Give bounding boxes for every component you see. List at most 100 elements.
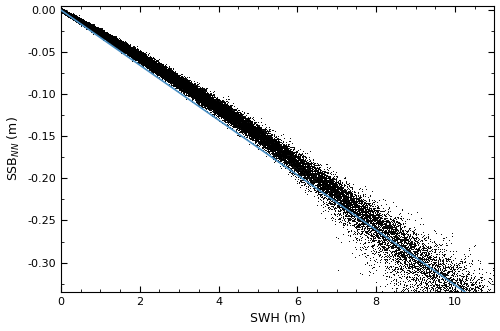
Point xyxy=(192,92,200,97)
Point xyxy=(110,37,118,42)
Point xyxy=(430,279,438,284)
Point xyxy=(72,16,80,21)
Point xyxy=(159,72,167,78)
Point xyxy=(323,179,331,185)
Point xyxy=(103,35,111,40)
Point xyxy=(146,59,154,64)
Point xyxy=(136,52,143,58)
Point xyxy=(60,11,68,16)
Point xyxy=(133,52,141,58)
Point xyxy=(210,97,218,102)
Point xyxy=(170,74,177,79)
Point xyxy=(406,268,414,273)
Point xyxy=(230,113,238,118)
Point xyxy=(178,77,186,83)
Point xyxy=(193,90,201,96)
Point xyxy=(62,11,70,16)
Point xyxy=(118,41,126,47)
Point xyxy=(116,42,124,47)
Point xyxy=(307,182,315,187)
Point xyxy=(103,33,111,38)
Point xyxy=(82,21,90,26)
Point xyxy=(108,38,116,44)
Point xyxy=(89,27,97,32)
Point xyxy=(468,289,476,295)
Point xyxy=(83,21,91,26)
Point xyxy=(314,171,322,176)
Point xyxy=(63,11,71,17)
Point xyxy=(196,91,203,97)
Point xyxy=(60,9,68,15)
Point xyxy=(157,67,165,72)
Point xyxy=(276,148,283,153)
Point xyxy=(108,40,116,45)
Point xyxy=(98,32,106,37)
Point xyxy=(83,23,91,28)
Point xyxy=(112,41,120,46)
Point xyxy=(99,29,107,35)
Point xyxy=(98,30,106,35)
Point xyxy=(430,283,438,288)
Point xyxy=(298,167,306,173)
Point xyxy=(58,7,66,12)
Point xyxy=(229,118,237,123)
Point xyxy=(146,67,154,72)
Point xyxy=(300,172,308,177)
Point xyxy=(96,30,104,35)
Point xyxy=(128,53,136,58)
Point xyxy=(120,42,128,48)
Point xyxy=(134,51,141,56)
Point xyxy=(62,10,70,16)
Point xyxy=(194,93,202,98)
Point xyxy=(64,11,72,16)
Point xyxy=(132,50,140,55)
Point xyxy=(122,45,130,50)
Point xyxy=(118,40,126,46)
Point xyxy=(252,134,260,139)
Point xyxy=(210,99,218,105)
Point xyxy=(120,42,128,48)
Point xyxy=(312,174,320,180)
Point xyxy=(130,48,138,53)
Point xyxy=(116,43,124,48)
Point xyxy=(110,36,118,41)
Point xyxy=(192,87,200,92)
Point xyxy=(212,105,220,110)
Point xyxy=(78,20,86,25)
Point xyxy=(70,15,78,20)
Point xyxy=(90,25,98,31)
Point xyxy=(92,31,100,36)
Point xyxy=(166,76,173,81)
Point xyxy=(341,205,349,210)
Point xyxy=(248,126,256,131)
Point xyxy=(113,39,121,44)
Point xyxy=(149,60,157,65)
Point xyxy=(128,52,136,57)
Point xyxy=(68,14,76,19)
Point xyxy=(83,23,91,28)
Point xyxy=(119,46,127,51)
Point xyxy=(309,177,317,182)
Point xyxy=(224,111,232,117)
Point xyxy=(201,102,209,108)
Point xyxy=(122,49,130,54)
Point xyxy=(60,9,68,14)
Point xyxy=(102,32,110,37)
Point xyxy=(192,88,200,93)
Point xyxy=(214,104,222,109)
Point xyxy=(151,64,159,69)
Point xyxy=(176,77,184,82)
Point xyxy=(84,23,92,28)
Point xyxy=(178,77,186,83)
Point xyxy=(84,24,92,29)
Point xyxy=(142,56,150,62)
Point xyxy=(228,119,235,124)
Point xyxy=(205,96,213,101)
Point xyxy=(326,200,334,206)
Point xyxy=(434,289,442,295)
Point xyxy=(205,93,213,98)
Point xyxy=(352,213,360,218)
Point xyxy=(58,8,66,14)
Point xyxy=(172,75,180,80)
Point xyxy=(90,25,98,30)
